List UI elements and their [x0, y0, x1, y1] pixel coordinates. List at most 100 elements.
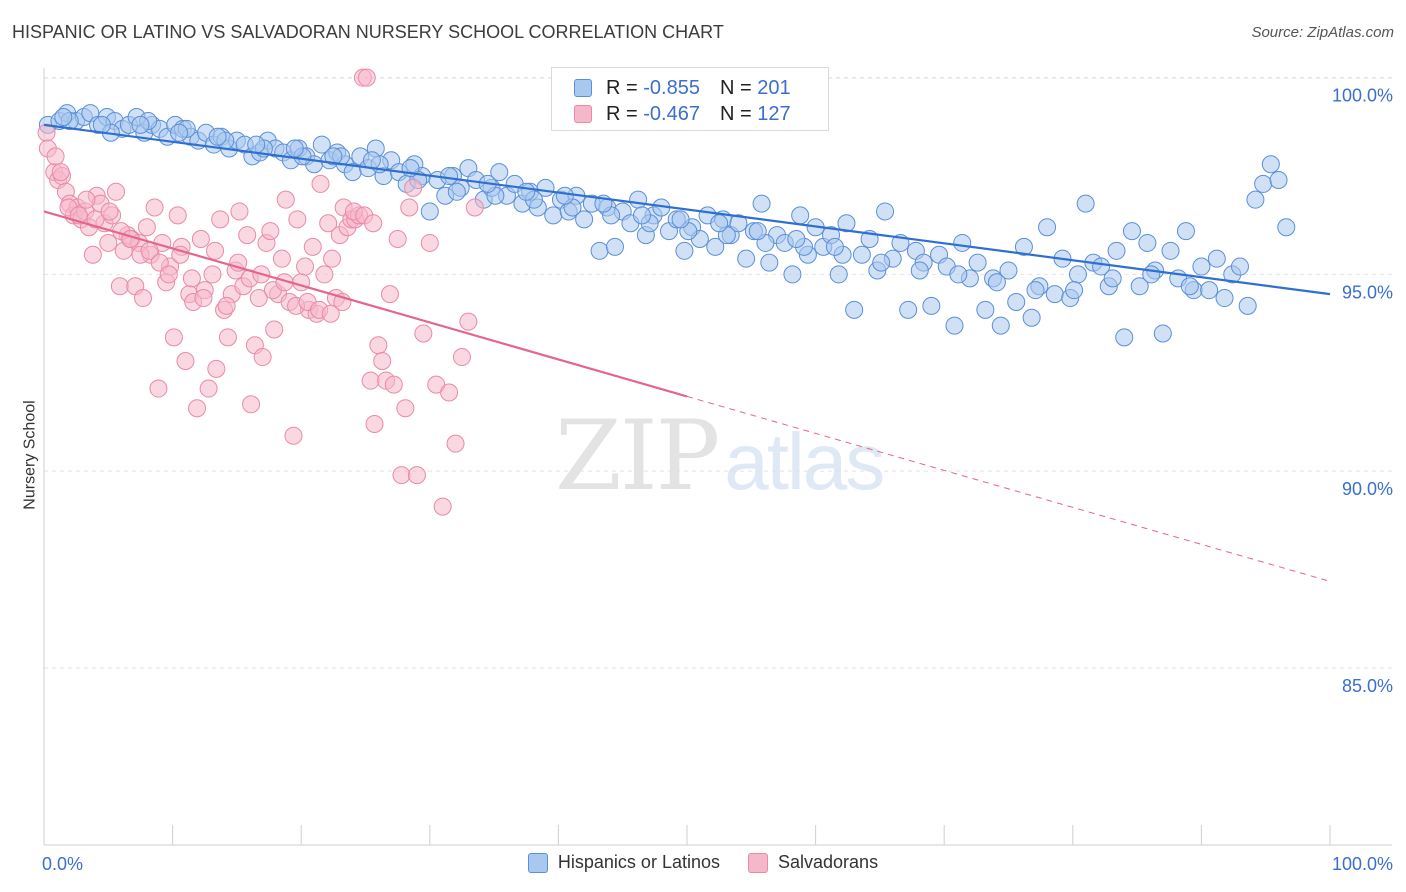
data-point-hispanics: [1068, 265, 1087, 284]
trend-line-salvadorans-extrapolated: [686, 395, 1331, 582]
data-point-hispanics: [1277, 218, 1296, 237]
data-point-salvadorans: [364, 214, 383, 233]
data-point-hispanics: [1076, 194, 1095, 213]
trend-lines: [43, 123, 1331, 582]
data-point-hispanics: [852, 245, 871, 264]
legend-swatch-pink: [574, 105, 592, 123]
legend-n-label: N =: [719, 102, 752, 125]
data-point-salvadorans: [284, 426, 303, 445]
data-point-salvadorans: [194, 289, 213, 308]
data-point-salvadorans: [414, 324, 433, 343]
data-point-salvadorans: [315, 265, 334, 284]
data-point-salvadorans: [230, 202, 249, 221]
legend-n-value: 201: [757, 76, 791, 99]
data-point-salvadorans: [182, 269, 201, 288]
data-point-hispanics: [544, 206, 563, 225]
grid: [44, 77, 1392, 669]
data-point-hispanics: [1153, 324, 1172, 343]
data-point-hispanics: [170, 123, 189, 142]
data-point-hispanics: [1261, 155, 1280, 174]
data-point-salvadorans: [357, 68, 376, 87]
data-point-salvadorans: [191, 230, 210, 249]
data-point-hispanics: [922, 296, 941, 315]
data-point-salvadorans: [321, 304, 340, 323]
data-point-salvadorans: [440, 383, 459, 402]
legend-r-value: -0.855: [643, 76, 700, 99]
data-point-hispanics: [1215, 289, 1234, 308]
legend-item-salvadorans: Salvadorans: [748, 852, 878, 873]
data-point-hispanics: [1122, 222, 1141, 241]
data-point-hispanics: [517, 182, 536, 201]
data-point-hispanics: [1115, 328, 1134, 347]
data-point-hispanics: [787, 230, 806, 249]
data-point-hispanics: [783, 265, 802, 284]
data-point-hispanics: [845, 300, 864, 319]
y-tick-label: 90.0%: [1342, 479, 1393, 499]
data-point-salvadorans: [404, 178, 423, 197]
series-salvadorans-points: [37, 68, 484, 516]
data-point-hispanics: [675, 241, 694, 260]
data-point-salvadorans: [100, 202, 119, 221]
stats-legend: R = -0.855 N = 201 R = -0.467 N = 127: [551, 67, 829, 131]
data-point-salvadorans: [365, 414, 384, 433]
data-point-hispanics: [1065, 281, 1084, 300]
data-point-salvadorans: [107, 182, 126, 201]
legend-n-value: 127: [757, 102, 791, 125]
data-point-hispanics: [1014, 237, 1033, 256]
data-point-hispanics: [710, 214, 729, 233]
legend-r-label: R =: [606, 76, 638, 99]
data-point-salvadorans: [407, 466, 426, 485]
data-point-salvadorans: [217, 296, 236, 315]
data-point-hispanics: [1038, 218, 1057, 237]
data-point-hispanics: [949, 265, 968, 284]
data-point-salvadorans: [272, 249, 291, 268]
data-point-salvadorans: [134, 289, 153, 308]
data-point-hispanics: [1161, 241, 1180, 260]
data-point-hispanics: [737, 249, 756, 268]
data-point-hispanics: [1022, 308, 1041, 327]
data-point-hispanics: [999, 261, 1018, 280]
data-point-salvadorans: [384, 375, 403, 394]
data-point-hispanics: [991, 316, 1010, 335]
data-point-hispanics: [1007, 292, 1026, 311]
data-point-salvadorans: [465, 198, 484, 217]
legend-row-salvadorans: R = -0.467 N = 127: [574, 102, 791, 126]
y-tick-label: 100.0%: [1332, 86, 1393, 106]
data-point-hispanics: [899, 300, 918, 319]
data-point-salvadorans: [168, 206, 187, 225]
data-point-hispanics: [131, 115, 150, 134]
legend-label-salvadorans: Salvadorans: [778, 852, 879, 872]
data-point-salvadorans: [265, 320, 284, 339]
data-point-hispanics: [632, 206, 651, 225]
data-point-hispanics: [968, 253, 987, 272]
data-point-salvadorans: [446, 434, 465, 453]
data-point-hispanics: [1176, 222, 1195, 241]
legend-row-hispanics: R = -0.855 N = 201: [574, 76, 791, 100]
data-point-hispanics: [837, 214, 856, 233]
data-point-hispanics: [629, 190, 648, 209]
data-point-hispanics: [876, 202, 895, 221]
data-point-hispanics: [1138, 233, 1157, 252]
data-point-hispanics: [575, 210, 594, 229]
legend-swatch-blue: [574, 79, 592, 97]
data-point-salvadorans: [253, 348, 272, 367]
data-point-salvadorans: [392, 466, 411, 485]
data-point-salvadorans: [261, 222, 280, 241]
data-point-hispanics: [1107, 241, 1126, 260]
data-point-hispanics: [247, 135, 266, 154]
trend-line-hispanics: [43, 123, 1331, 296]
data-point-salvadorans: [149, 379, 168, 398]
data-point-hispanics: [490, 163, 509, 182]
data-point-hispanics: [1238, 296, 1257, 315]
data-point-hispanics: [324, 147, 343, 166]
watermark: ZIPatlas: [555, 400, 885, 512]
data-point-hispanics: [791, 206, 810, 225]
data-point-hispanics: [1103, 269, 1122, 288]
data-point-hispanics: [440, 167, 459, 186]
data-point-salvadorans: [433, 497, 452, 516]
data-point-hispanics: [1269, 170, 1288, 189]
y-axis-title: Nursery School: [21, 400, 39, 510]
data-point-salvadorans: [164, 328, 183, 347]
data-point-salvadorans: [176, 351, 195, 370]
data-point-salvadorans: [51, 163, 70, 182]
